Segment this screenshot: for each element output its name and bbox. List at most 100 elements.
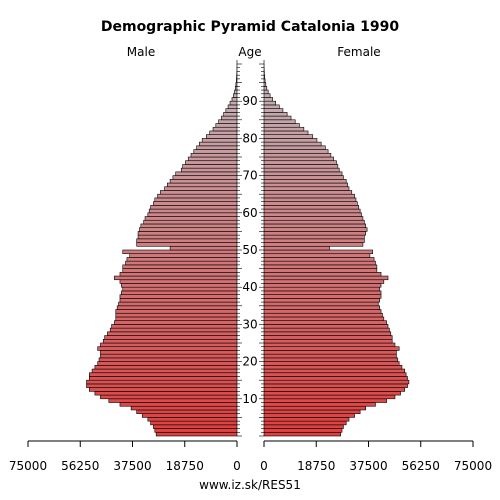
- male-bar-age-50: [169, 245, 238, 251]
- male-x-tick-label: 56250: [61, 459, 99, 473]
- chart-title: Demographic Pyramid Catalonia 1990: [101, 19, 400, 35]
- female-bar-age-11: [263, 391, 401, 396]
- female-bar-age-4: [263, 417, 350, 422]
- female-bar-age-69: [263, 175, 344, 180]
- female-bar-age-93: [263, 86, 268, 91]
- female-bar-age-34: [263, 305, 380, 310]
- female-bar-age-8: [263, 402, 376, 407]
- female-bar-age-9: [263, 398, 387, 403]
- male-bar-age-1: [154, 428, 238, 433]
- male-bar-age-7: [130, 405, 238, 411]
- female-bar-age-33: [263, 309, 382, 314]
- male-bar-age-68: [169, 179, 238, 184]
- female-bar-age-24: [263, 342, 396, 348]
- male-x-tick-label: 18750: [166, 459, 204, 473]
- female-bar-age-40: [263, 283, 382, 288]
- age-tick-label-60: 60: [242, 206, 257, 220]
- female-bar-age-94: [263, 82, 267, 87]
- male-bar-age-64: [157, 193, 238, 199]
- male-bar-age-76: [193, 149, 238, 154]
- female-bar-age-16: [263, 372, 407, 377]
- male-bar-age-23: [97, 346, 238, 351]
- male-bar-age-32: [115, 312, 238, 318]
- female-bar-age-77: [263, 145, 326, 150]
- male-bar-age-58: [144, 216, 238, 221]
- male-bar-age-10: [100, 394, 238, 400]
- female-bar-age-60: [263, 208, 361, 214]
- female-bar-age-82: [263, 126, 305, 132]
- male-bar-age-35: [118, 301, 238, 307]
- female-bar-age-42: [263, 275, 389, 281]
- male-bar-age-22: [100, 350, 238, 355]
- female-bar-age-19: [263, 361, 400, 366]
- male-bar-age-13: [86, 383, 238, 388]
- age-tick-label-30: 30: [242, 317, 257, 331]
- age-tick-label-50: 50: [242, 243, 257, 257]
- male-bar-age-89: [229, 100, 238, 106]
- male-x-tick-label: 37500: [113, 459, 151, 473]
- male-bar-age-18: [94, 365, 238, 370]
- male-bar-age-42: [114, 275, 238, 281]
- female-bar-age-67: [263, 182, 348, 188]
- male-bars: [86, 59, 238, 437]
- female-bar-age-71: [263, 167, 340, 173]
- female-bar-age-47: [263, 257, 375, 262]
- female-bar-age-22: [263, 350, 397, 355]
- female-bar-age-74: [263, 156, 334, 162]
- female-bar-age-28: [263, 327, 390, 333]
- male-bar-age-69: [172, 175, 238, 180]
- male-bar-age-24: [100, 342, 238, 348]
- female-bar-age-70: [263, 171, 343, 176]
- male-bar-age-73: [185, 160, 238, 165]
- male-bar-age-52: [136, 238, 238, 243]
- male-bar-age-61: [150, 205, 238, 210]
- male-bar-age-86: [223, 112, 238, 117]
- female-bar-age-14: [263, 379, 410, 385]
- female-bar-age-79: [263, 138, 318, 143]
- female-bar-age-23: [263, 346, 400, 351]
- male-bar-age-46: [125, 260, 238, 266]
- female-bar-age-32: [263, 312, 383, 318]
- female-bar-age-3: [263, 420, 347, 426]
- female-bar-age-81: [263, 130, 309, 135]
- male-x-tick-label: 0: [233, 459, 241, 473]
- male-bar-age-93: [235, 86, 238, 91]
- female-bar-age-66: [263, 186, 350, 191]
- male-bar-age-36: [119, 298, 238, 303]
- male-bar-age-82: [212, 126, 238, 132]
- female-bar-age-25: [263, 338, 393, 344]
- male-bar-age-70: [175, 171, 238, 176]
- male-bar-age-44: [122, 268, 238, 273]
- male-bar-age-4: [147, 417, 238, 422]
- female-bar-age-64: [263, 193, 355, 199]
- female-bar-age-27: [263, 331, 392, 336]
- age-axis: 10 20 30 40 50 60 70 80 90: [237, 63, 264, 437]
- male-bar-age-15: [89, 376, 238, 381]
- footer-url: www.iz.sk/RES51: [199, 478, 301, 492]
- female-bar-age-41: [263, 279, 385, 284]
- male-bar-age-80: [206, 134, 238, 139]
- male-bar-age-74: [187, 156, 238, 162]
- female-bar-age-35: [263, 301, 379, 307]
- female-bar-age-78: [263, 141, 322, 147]
- male-bar-age-65: [160, 190, 238, 195]
- male-bar-age-95: [236, 78, 238, 83]
- male-bar-age-39: [122, 286, 238, 292]
- female-bar-age-83: [263, 123, 300, 128]
- male-bar-age-87: [225, 108, 238, 113]
- male-bar-age-30: [114, 320, 238, 325]
- male-bar-age-33: [115, 309, 238, 314]
- male-bar-age-75: [190, 152, 238, 158]
- female-x-tick-label: 56250: [402, 459, 440, 473]
- female-bar-age-18: [263, 365, 403, 370]
- male-bar-age-27: [107, 331, 238, 336]
- age-tick-label-70: 70: [242, 169, 257, 183]
- male-bar-age-25: [102, 338, 238, 344]
- female-bar-age-7: [263, 405, 367, 411]
- age-label: Age: [238, 45, 261, 59]
- male-bar-age-63: [154, 197, 238, 202]
- male-bar-age-34: [116, 305, 238, 310]
- female-bar-age-91: [263, 93, 271, 98]
- male-bar-age-21: [100, 353, 238, 359]
- female-bar-age-53: [263, 234, 365, 240]
